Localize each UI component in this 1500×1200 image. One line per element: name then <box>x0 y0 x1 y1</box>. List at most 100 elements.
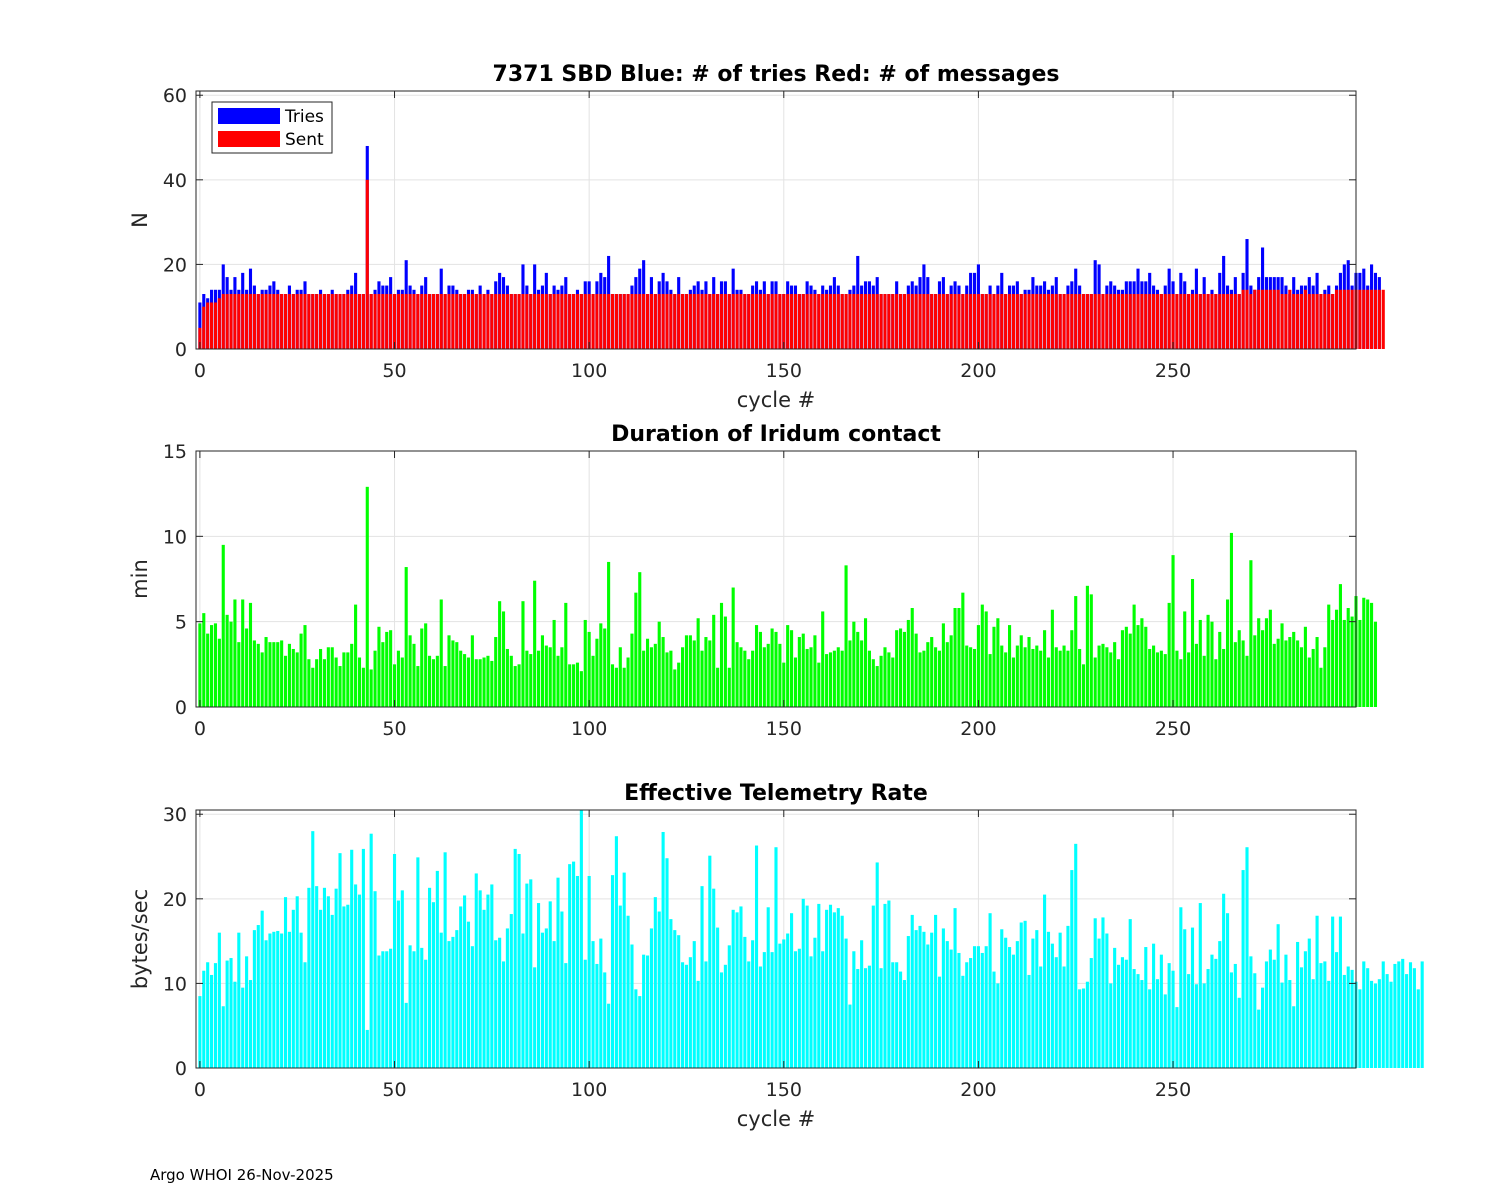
bar <box>256 294 260 349</box>
bar <box>914 930 918 1068</box>
bar <box>1124 626 1128 707</box>
bar <box>315 659 319 707</box>
bar <box>1202 983 1206 1068</box>
bar <box>1284 640 1288 707</box>
bar <box>984 611 988 707</box>
bar <box>1346 966 1350 1068</box>
bar <box>1109 983 1113 1068</box>
bar <box>719 602 724 707</box>
bar <box>1152 294 1156 349</box>
bar <box>587 294 591 349</box>
bar <box>1140 980 1144 1068</box>
bar <box>1046 931 1051 1068</box>
bar <box>688 294 692 349</box>
bar <box>863 618 868 707</box>
bar <box>225 614 229 707</box>
bar <box>357 294 362 349</box>
bar <box>836 908 840 1068</box>
bar <box>1027 294 1031 349</box>
bar <box>790 294 794 349</box>
bar <box>459 294 463 349</box>
bar <box>1155 652 1160 707</box>
x-tick-label: 50 <box>382 1079 406 1101</box>
bar <box>439 932 443 1068</box>
bar <box>825 294 829 349</box>
bar <box>287 294 291 349</box>
bar <box>213 963 218 1068</box>
bar <box>731 909 735 1068</box>
bar <box>879 294 883 349</box>
bar <box>1366 599 1370 707</box>
bar <box>225 960 229 1068</box>
bar <box>1081 664 1086 707</box>
bar <box>603 628 607 707</box>
bar <box>926 944 930 1068</box>
bar <box>474 659 478 707</box>
bar <box>891 657 895 707</box>
bar <box>716 294 720 349</box>
bar <box>307 659 311 707</box>
bar <box>751 940 755 1068</box>
bar <box>860 640 864 707</box>
bar <box>1284 294 1288 349</box>
bar <box>1366 289 1370 349</box>
bar <box>416 857 420 1068</box>
bar <box>743 650 747 707</box>
bar <box>478 294 482 349</box>
bar <box>435 655 439 707</box>
bar <box>455 930 459 1068</box>
bar <box>984 946 988 1068</box>
bar <box>521 933 525 1068</box>
bar <box>463 895 467 1068</box>
bar <box>1229 532 1233 707</box>
bar <box>373 891 377 1068</box>
bar <box>657 621 661 707</box>
bar <box>821 294 825 349</box>
bar <box>392 294 397 349</box>
bar <box>501 961 506 1068</box>
bar <box>1062 645 1066 707</box>
bar <box>774 847 778 1068</box>
series-sent <box>198 179 1385 349</box>
bar <box>198 623 202 707</box>
bar <box>883 294 887 349</box>
bar <box>225 294 229 349</box>
bar <box>564 963 568 1068</box>
bar <box>1039 294 1043 349</box>
bar <box>1261 630 1265 707</box>
bar <box>424 294 428 349</box>
bar <box>560 911 564 1068</box>
bar <box>486 655 490 707</box>
bar <box>319 648 323 707</box>
bar <box>1245 655 1249 707</box>
bar <box>326 294 330 349</box>
bar <box>346 294 350 349</box>
bar <box>330 647 334 707</box>
bar <box>704 961 708 1068</box>
bar <box>1035 294 1039 349</box>
bar <box>1327 604 1331 707</box>
bar <box>389 294 393 349</box>
bar <box>490 660 494 707</box>
bar <box>883 647 887 707</box>
bar <box>1218 941 1222 1068</box>
bar <box>1046 657 1051 707</box>
bar <box>307 887 311 1068</box>
bar <box>1405 974 1409 1068</box>
bar <box>848 640 852 707</box>
bar <box>525 294 529 349</box>
bar <box>630 294 634 349</box>
y-axis-label: N <box>128 212 152 228</box>
bar <box>1338 584 1342 707</box>
bar <box>1011 657 1015 707</box>
bar <box>723 964 727 1068</box>
bar <box>202 613 206 707</box>
bar <box>828 904 833 1068</box>
bar <box>704 294 708 349</box>
bar <box>1167 294 1171 349</box>
bar <box>1311 294 1315 349</box>
bar <box>1222 893 1226 1068</box>
bar <box>762 952 766 1068</box>
bar <box>1105 933 1109 1068</box>
